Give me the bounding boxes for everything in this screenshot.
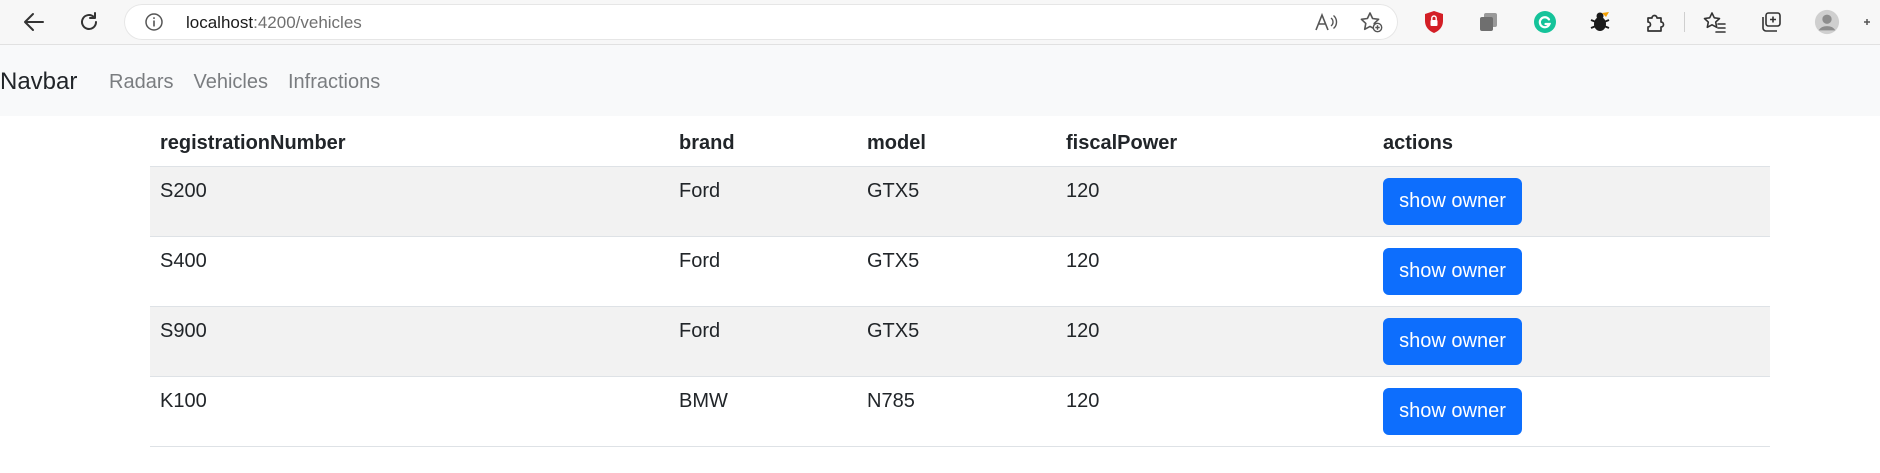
header-fiscal-power: fiscalPower bbox=[1066, 132, 1178, 154]
profile-avatar-icon[interactable] bbox=[1814, 9, 1840, 35]
cell-registration-number: S900 bbox=[160, 320, 207, 342]
extensions-puzzle-icon[interactable] bbox=[1642, 9, 1668, 35]
copy-extension-icon[interactable] bbox=[1476, 9, 1502, 35]
read-aloud-icon[interactable] bbox=[1314, 11, 1338, 33]
nav-link-vehicles[interactable]: Vehicles bbox=[193, 71, 268, 93]
browser-toolbar: localhost:4200/vehicles bbox=[0, 0, 1880, 45]
more-menu-icon[interactable] bbox=[1860, 9, 1874, 35]
header-brand: brand bbox=[679, 132, 735, 154]
info-icon[interactable] bbox=[144, 12, 164, 32]
cell-fiscal-power: 120 bbox=[1066, 250, 1100, 272]
show-owner-button[interactable]: show owner bbox=[1383, 318, 1522, 365]
table-header-row: registrationNumber brand model fiscalPow… bbox=[150, 118, 1770, 167]
toolbar-divider bbox=[1684, 12, 1685, 32]
table-row: S400 Ford GTX5 120 show owner bbox=[150, 237, 1770, 307]
cell-fiscal-power: 120 bbox=[1066, 320, 1100, 342]
cell-fiscal-power: 120 bbox=[1066, 390, 1100, 412]
cell-brand: BMW bbox=[679, 390, 728, 412]
cell-model: GTX5 bbox=[867, 250, 920, 272]
show-owner-button[interactable]: show owner bbox=[1383, 248, 1522, 295]
table-row: K100 BMW N785 120 show owner bbox=[150, 377, 1770, 447]
table-row: S200 Ford GTX5 120 show owner bbox=[150, 167, 1770, 237]
url-path: :4200/vehicles bbox=[253, 13, 362, 32]
bug-extension-icon[interactable] bbox=[1587, 9, 1613, 35]
cell-brand: Ford bbox=[679, 320, 721, 342]
header-model: model bbox=[867, 132, 926, 154]
cell-brand: Ford bbox=[679, 250, 721, 272]
app-navbar: Navbar Radars Vehicles Infractions bbox=[0, 45, 1880, 116]
cell-brand: Ford bbox=[679, 180, 721, 202]
collections-icon[interactable] bbox=[1758, 9, 1784, 35]
cell-registration-number: K100 bbox=[160, 390, 207, 412]
cell-registration-number: S200 bbox=[160, 180, 207, 202]
vehicles-table: registrationNumber brand model fiscalPow… bbox=[150, 118, 1770, 447]
favorites-icon[interactable] bbox=[1702, 9, 1728, 35]
address-bar[interactable]: localhost:4200/vehicles bbox=[124, 4, 1398, 40]
grammarly-icon[interactable] bbox=[1532, 9, 1558, 35]
navbar-brand[interactable]: Navbar bbox=[0, 68, 78, 95]
cell-fiscal-power: 120 bbox=[1066, 180, 1100, 202]
nav-link-radars[interactable]: Radars bbox=[109, 71, 174, 93]
shield-extension-icon[interactable] bbox=[1421, 9, 1447, 35]
nav-link-infractions[interactable]: Infractions bbox=[287, 71, 381, 93]
refresh-icon[interactable] bbox=[71, 4, 107, 40]
cell-registration-number: S400 bbox=[160, 250, 207, 272]
header-actions: actions bbox=[1383, 132, 1454, 154]
add-favorite-icon[interactable] bbox=[1359, 11, 1383, 33]
url-host: localhost bbox=[186, 13, 254, 32]
back-arrow-icon[interactable] bbox=[16, 4, 52, 40]
cell-model: GTX5 bbox=[867, 320, 920, 342]
header-registration-number: registrationNumber bbox=[160, 132, 346, 154]
table-row: S900 Ford GTX5 120 show owner bbox=[150, 307, 1770, 377]
show-owner-button[interactable]: show owner bbox=[1383, 388, 1522, 435]
show-owner-button[interactable]: show owner bbox=[1383, 178, 1522, 225]
url-text[interactable]: localhost:4200/vehicles bbox=[186, 13, 362, 33]
cell-model: GTX5 bbox=[867, 180, 920, 202]
nav-links: Radars Vehicles Infractions bbox=[109, 71, 380, 94]
cell-model: N785 bbox=[867, 390, 915, 412]
